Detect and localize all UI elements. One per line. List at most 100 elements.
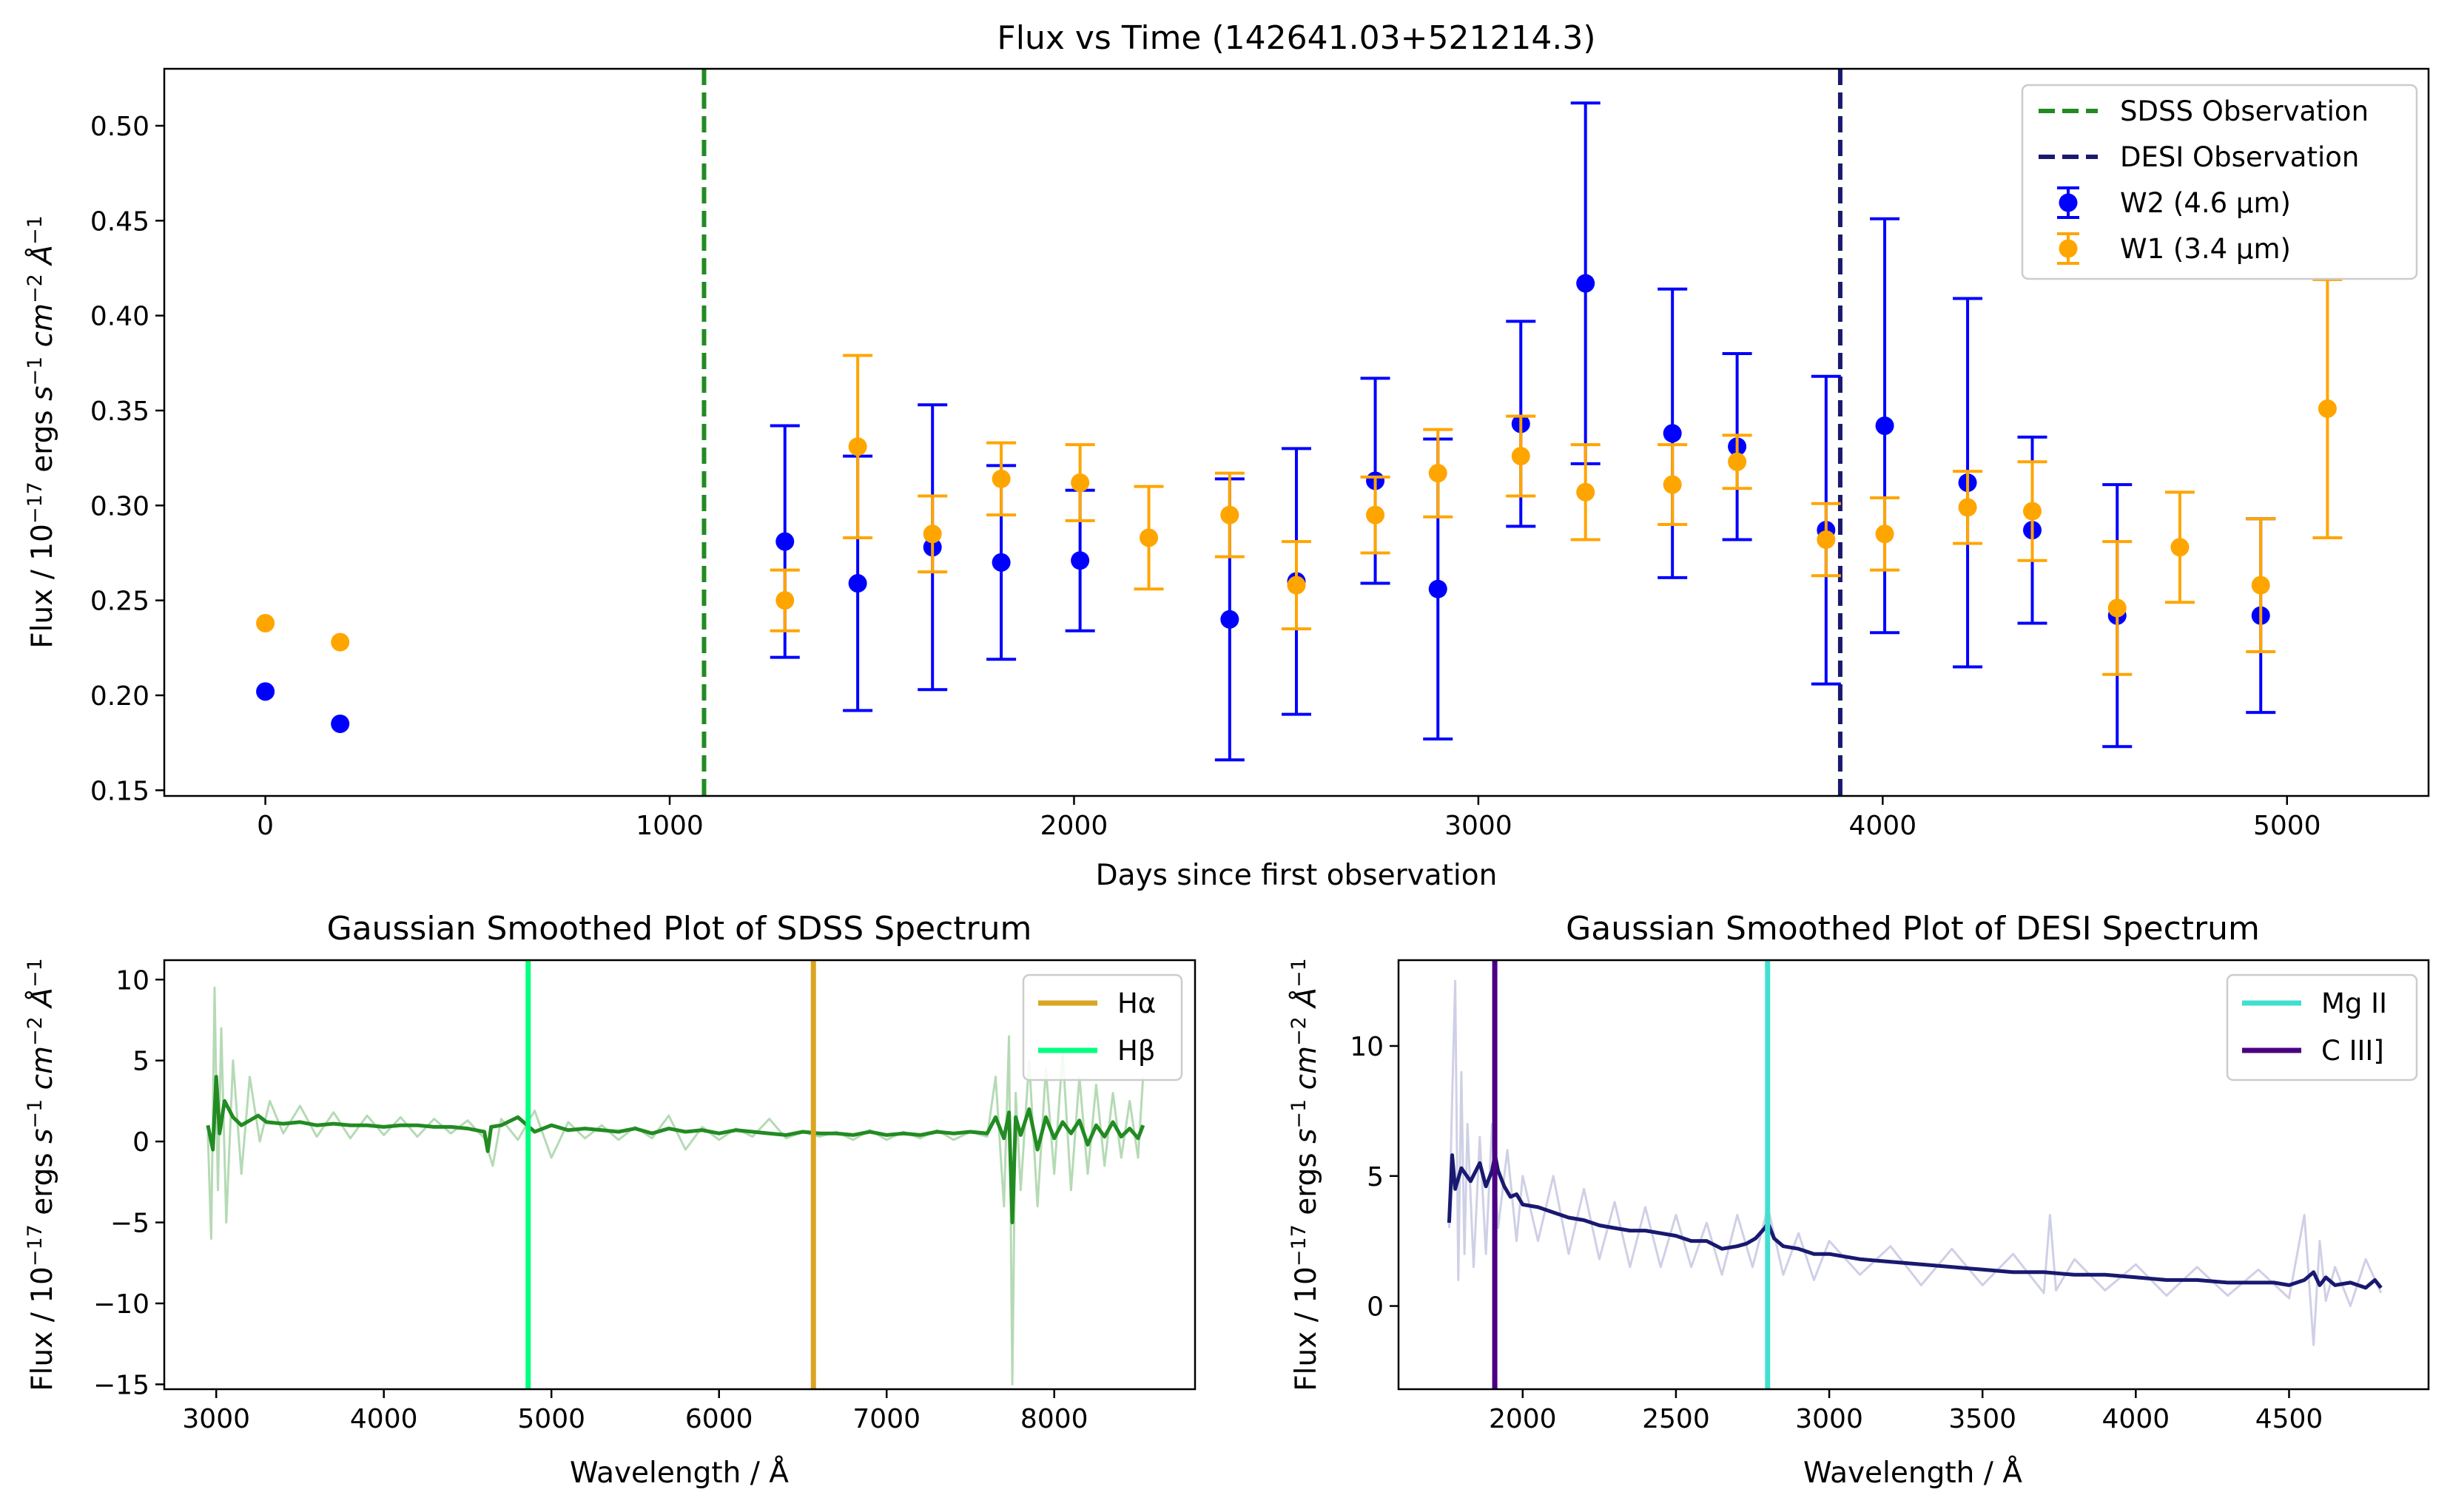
y-tick-label: −5 bbox=[110, 1209, 149, 1239]
x-tick-label: 2000 bbox=[1489, 1404, 1557, 1434]
legend-label: DESI Observation bbox=[2120, 141, 2359, 173]
raw-spectrum-line bbox=[206, 986, 1145, 1386]
data-point bbox=[1875, 416, 1894, 436]
y-axis-label: Flux / 10−17 ergs s−1 cm−2 Å−1 bbox=[24, 215, 59, 649]
x-tick-label: 8000 bbox=[1020, 1404, 1088, 1434]
x-tick-label: 2000 bbox=[1040, 811, 1108, 841]
data-point bbox=[1511, 447, 1530, 466]
x-tick-label: 4500 bbox=[2255, 1404, 2323, 1434]
x-axis-label: Wavelength / Å bbox=[570, 1455, 789, 1490]
x-tick-label: 3000 bbox=[182, 1404, 250, 1434]
x-axis-label: Days since first observation bbox=[1096, 859, 1498, 892]
plot-frame bbox=[163, 67, 2430, 797]
data-point bbox=[992, 469, 1011, 488]
legend-label: Mg II bbox=[2321, 988, 2387, 1019]
data-point bbox=[1958, 498, 1977, 517]
legend: Hα Hβ bbox=[1022, 973, 1183, 1081]
data-point bbox=[1071, 473, 1090, 493]
legend-label: W2 (4.6 µm) bbox=[2120, 187, 2291, 219]
y-axis-label: Flux / 10−17 ergs s−1 cm−2 Å−1 bbox=[24, 958, 59, 1391]
data-point bbox=[1728, 452, 1747, 471]
data-point bbox=[848, 574, 867, 593]
data-point bbox=[1576, 274, 1595, 293]
y-axis-label-text: Flux / 10−17 ergs s−1 cm−2 Å−1 bbox=[24, 958, 59, 1391]
raw-spectrum-line bbox=[1447, 979, 2383, 1346]
y-tick-label: 0.50 bbox=[90, 112, 149, 142]
y-tick-label: 5 bbox=[132, 1047, 149, 1077]
data-point bbox=[1366, 505, 1385, 524]
x-tick-label: 3000 bbox=[1444, 811, 1512, 841]
flux-vs-time-panel: Flux vs Time (142641.03+521214.3) 0 1000 2… bbox=[24, 19, 2430, 892]
data-point bbox=[2170, 538, 2190, 557]
chart-title: Gaussian Smoothed Plot of SDSS Spectrum bbox=[327, 910, 1032, 948]
data-point bbox=[1817, 530, 1836, 550]
data-point bbox=[1428, 464, 1447, 483]
legend-frame bbox=[2021, 84, 2418, 280]
legend-label: W1 (3.4 µm) bbox=[2120, 233, 2291, 265]
x-tick-label: 4000 bbox=[1849, 811, 1917, 841]
data-point bbox=[1220, 610, 1239, 629]
sdss-spectrum-panel: Gaussian Smoothed Plot of SDSS Spectrum … bbox=[24, 910, 1197, 1490]
data-point bbox=[1875, 524, 1894, 544]
chart-title: Gaussian Smoothed Plot of DESI Spectrum bbox=[1566, 910, 2260, 948]
y-tick-label: 0.20 bbox=[90, 681, 149, 712]
data-point bbox=[256, 613, 275, 632]
x-tick-label: 5000 bbox=[517, 1404, 585, 1434]
legend-swatch bbox=[2059, 239, 2078, 258]
y-tick-label: −10 bbox=[93, 1289, 149, 1320]
y-tick-label: 0.45 bbox=[90, 206, 149, 237]
data-point bbox=[848, 437, 867, 456]
data-point bbox=[1140, 528, 1159, 547]
x-tick-label: 5000 bbox=[2253, 811, 2321, 841]
data-point bbox=[992, 553, 1011, 572]
data-point bbox=[1428, 579, 1447, 598]
smoothed-spectrum-line bbox=[1447, 1153, 2383, 1290]
legend-swatch bbox=[2059, 193, 2078, 212]
legend-label: Hβ bbox=[1117, 1035, 1155, 1067]
y-tick-label: 10 bbox=[115, 965, 149, 996]
y-tick-label: 0 bbox=[1367, 1292, 1384, 1323]
data-point bbox=[256, 682, 275, 701]
data-point bbox=[923, 524, 942, 544]
x-tick-label: 3500 bbox=[1948, 1404, 2016, 1434]
plot-frame bbox=[1397, 959, 2430, 1391]
y-tick-label: 0 bbox=[132, 1127, 149, 1158]
data-point bbox=[1220, 505, 1239, 524]
data-point bbox=[1576, 482, 1595, 502]
data-point bbox=[2023, 502, 2042, 521]
y-tick-label: −15 bbox=[93, 1370, 149, 1400]
y-tick-label: 0.25 bbox=[90, 587, 149, 617]
y-axis-label: Flux / 10−17 ergs s−1 cm−2 Å−1 bbox=[1288, 958, 1323, 1391]
data-point bbox=[775, 591, 795, 610]
y-tick-label: 0.40 bbox=[90, 302, 149, 332]
data-point bbox=[2251, 576, 2270, 595]
data-point bbox=[2318, 399, 2337, 418]
legend-label: Hα bbox=[1117, 988, 1156, 1019]
data-point bbox=[1663, 475, 1682, 494]
data-point bbox=[2107, 598, 2127, 618]
y-tick-label: 0.30 bbox=[90, 491, 149, 522]
x-tick-label: 0 bbox=[257, 811, 274, 841]
data-point bbox=[1663, 424, 1682, 443]
legend-label: C III] bbox=[2321, 1035, 2384, 1067]
legend-label: SDSS Observation bbox=[2120, 95, 2369, 127]
x-tick-label: 7000 bbox=[852, 1404, 921, 1434]
y-tick-label: 10 bbox=[1350, 1032, 1384, 1062]
x-tick-label: 2500 bbox=[1642, 1404, 1710, 1434]
data-point bbox=[331, 632, 350, 652]
chart-title: Flux vs Time (142641.03+521214.3) bbox=[997, 19, 1595, 57]
x-tick-label: 6000 bbox=[685, 1404, 753, 1434]
legend: Mg II C III] bbox=[2226, 973, 2418, 1081]
legend: SDSS Observation DESI Observation W2 (4.6 … bbox=[2021, 84, 2418, 280]
data-point bbox=[1071, 551, 1090, 570]
data-point bbox=[775, 532, 795, 551]
y-axis-label-text: Flux / 10−17 ergs s−1 cm−2 Å−1 bbox=[24, 215, 59, 649]
x-axis-label: Wavelength / Å bbox=[1803, 1455, 2022, 1490]
data-point bbox=[1287, 576, 1306, 595]
x-tick-label: 3000 bbox=[1795, 1404, 1863, 1434]
x-tick-label: 4000 bbox=[2102, 1404, 2170, 1434]
smoothed-spectrum-line bbox=[206, 1075, 1145, 1225]
plot-frame bbox=[163, 959, 1197, 1391]
legend-frame bbox=[1022, 973, 1183, 1081]
x-tick-label: 4000 bbox=[350, 1404, 418, 1434]
